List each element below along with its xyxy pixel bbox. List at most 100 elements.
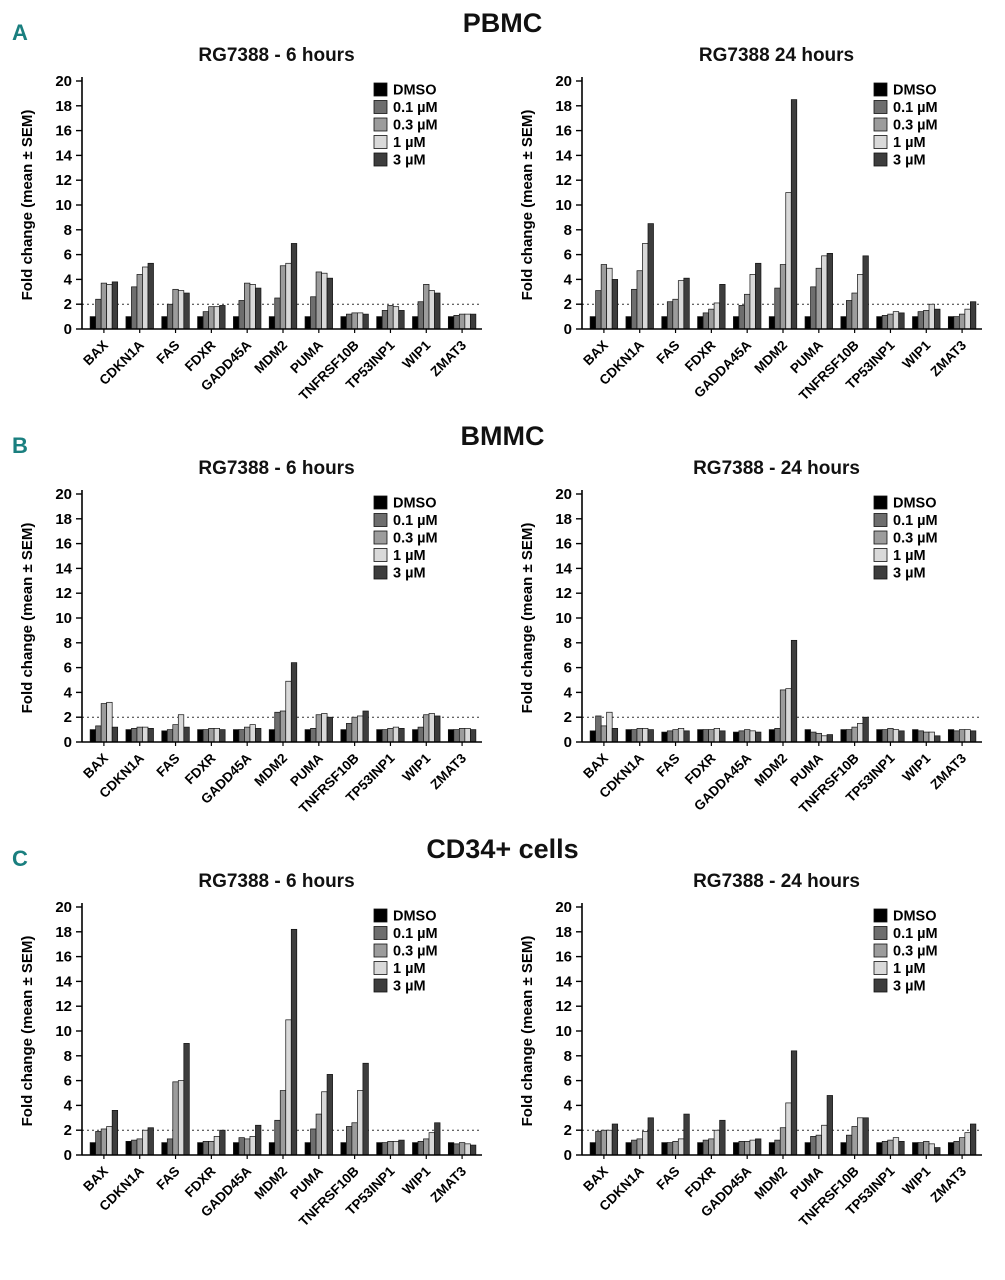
bar-TP53INP1-0.1 µM [881,729,888,743]
bar-TNFRSF10B-DMSO [340,729,347,743]
bar-GADD45A-0.1 µM [238,1137,245,1156]
legend-label: 1 µM [393,548,426,564]
x-category-label: FAS [153,338,182,367]
bar-BAX-3 µM [111,1110,118,1156]
bar-CDKN1A-3 µM [147,1127,154,1156]
bar-TP53INP1-1 µM [892,729,899,743]
bar-MDM2-1 µM [784,192,792,330]
y-tick-label: 20 [555,486,572,503]
bar-BAX-1 µM [105,701,113,743]
y-tick-label: 14 [555,973,572,990]
y-tick-label: 14 [555,560,572,577]
bar-TNFRSF10B-0.3 µM [851,726,858,743]
y-tick-label: 12 [555,998,572,1015]
x-category-label: MDM2 [751,1164,790,1203]
bar-WIP1-3 µM [433,715,440,743]
bar-ZMAT3-1 µM [964,308,971,330]
y-tick-label: 14 [55,973,72,990]
chart-title-pbmc-6h: RG7388 - 6 hours [198,45,355,66]
legend-label: DMSO [893,909,937,925]
y-tick-label: 18 [55,511,72,528]
bar-TP53INP1-1 µM [392,726,399,743]
bar-FAS-0.1 µM [666,730,673,743]
y-tick-label: 10 [555,610,572,627]
bar-WIP1-3 µM [933,308,940,330]
x-category-label: FAS [653,1164,682,1193]
bar-PUMA-0.1 µM [809,731,816,743]
bar-FDXR-3 µM [218,1129,225,1156]
bar-FAS-DMSO [160,316,168,330]
bar-MDM2-0.3 µM [279,265,286,330]
y-tick-label: 4 [563,684,572,701]
bar-GADD45A-0.3 µM [243,1138,250,1156]
bar-PUMA-3 µM [326,716,333,743]
y-tick-label: 6 [563,1073,571,1090]
bar-ZMAT3-3 µM [469,1144,476,1156]
bar-GADD45A-0.3 µM [243,726,250,743]
bar-CDKN1A-1 µM [641,1131,648,1156]
bar-TNFRSF10B-1 µM [356,1090,363,1156]
chart-cd34-24h: RG7388 - 24 hours 0 2 4 6 8 10 12 14 16 18 20 Fold … [516,865,990,1239]
y-axis-label: Fold change (mean ± SEM) [19,110,36,301]
bar-FAS-0.1 µM [666,301,673,330]
bar-CDKN1A-0.3 µM [636,270,643,330]
bar-TP53INP1-1 µM [392,1141,399,1156]
bar-TNFRSF10B-3 µM [862,1117,869,1156]
bar-FDXR-3 µM [218,305,225,330]
bar-BAX-3 µM [611,728,618,743]
bar-MDM2-3 µM [790,639,797,743]
legend-swatch-DMSO [873,908,887,923]
bar-TP53INP1-0.3 µM [886,728,894,743]
bar-BAX-0.1 µM [94,298,101,330]
bar-WIP1-DMSO [411,729,418,743]
bar-TNFRSF10B-0.3 µM [851,1126,858,1156]
bar-TNFRSF10B-3 µM [862,716,869,743]
bar-TP53INP1-DMSO [875,1142,883,1156]
bar-TNFRSF10B-3 µM [362,710,369,743]
y-tick-label: 14 [55,560,72,577]
bar-BAX-1 µM [605,267,613,330]
y-tick-label: 10 [555,1023,572,1040]
bar-FAS-0.1 µM [666,1142,673,1156]
bar-ZMAT3-0.1 µM [952,316,960,330]
legend-swatch-0.1 µM [373,513,387,527]
bar-ZMAT3-0.1 µM [952,730,960,743]
bar-PUMA-3 µM [326,277,333,330]
bar-MDM2-0.1 µM [773,728,781,743]
legend-label: 0.3 µM [893,118,938,134]
bar-BAX-0.3 µM [100,703,107,743]
bar-TNFRSF10B-DMSO [840,729,847,743]
bar-MDM2-3 µM [290,928,297,1156]
bar-BAX-DMSO [589,1142,596,1156]
bar-TNFRSF10B-0.1 µM [345,1126,352,1156]
bar-TP53INP1-0.3 µM [886,313,894,330]
bar-FAS-0.3 µM [171,1081,179,1156]
bar-ZMAT3-0.1 µM [452,1143,460,1156]
y-tick-label: 16 [555,123,572,140]
y-tick-label: 10 [55,1023,72,1040]
bar-GADDA45A-1 µM [749,730,756,743]
bar-ZMAT3-DMSO [447,316,454,330]
bar-FAS-3 µM [182,292,190,330]
x-category-label: BAX [580,1164,611,1195]
legend-swatch-DMSO [873,82,887,97]
y-tick-label: 0 [563,321,571,338]
bar-TNFRSF10B-1 µM [856,723,863,743]
section-cd34: C CD34+ cells RG7388 - 6 hours 0 2 4 6 8 10 12… [0,832,1005,1239]
y-tick-label: 6 [63,247,71,264]
bar-WIP1-0.1 µM [417,301,424,330]
bar-TNFRSF10B-3 µM [362,1062,369,1156]
bar-GADD45A-DMSO [732,1142,739,1156]
bar-GADDA45A-0.1 µM [738,730,745,743]
bar-BAX-DMSO [89,729,96,743]
bar-FDXR-3 µM [718,1119,725,1156]
y-tick-label: 12 [55,585,72,602]
legend-swatch-3 µM [373,152,387,167]
chart-canvas-cd34-24h: 0 2 4 6 8 10 12 14 16 18 20 Fold change (mean ± SEM… [516,893,990,1239]
bar-MDM2-3 µM [790,99,797,330]
legend-label: 1 µM [893,548,926,564]
y-tick-label: 2 [563,709,571,726]
legend-label: 0.1 µM [393,926,438,942]
x-category-label: ZMAT3 [427,1163,469,1205]
y-tick-label: 4 [63,684,72,701]
